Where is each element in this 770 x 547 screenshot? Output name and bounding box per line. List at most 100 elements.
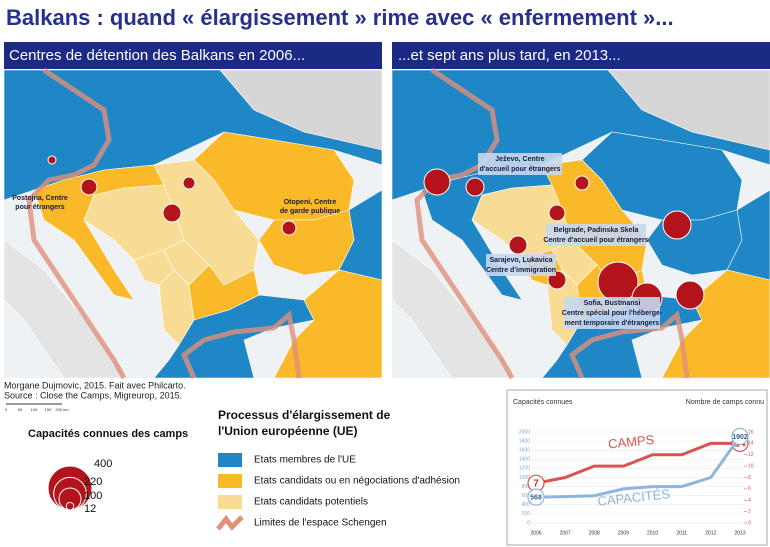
x-tick-label: 2012 bbox=[705, 530, 716, 536]
schengen-border bbox=[26, 67, 127, 380]
y-tick-label: 800 bbox=[522, 484, 531, 490]
y2-tick-label: 2 bbox=[748, 509, 751, 515]
data-label: 7 bbox=[533, 478, 539, 489]
chart: Capacités connues Nombre de camps connu02… bbox=[513, 399, 764, 536]
camp-circle bbox=[423, 168, 451, 196]
label-box bbox=[486, 254, 556, 276]
map-label: Ježevo, Centre bbox=[495, 156, 545, 163]
camp-circle bbox=[548, 204, 566, 222]
map-label: Centre d'accueil pour étrangers bbox=[543, 237, 648, 244]
size-label: 400 bbox=[94, 458, 112, 470]
camp-circle bbox=[574, 175, 590, 191]
panel-header bbox=[4, 42, 382, 69]
country bbox=[273, 269, 383, 379]
value-badge bbox=[527, 488, 545, 506]
camp-circle bbox=[162, 203, 182, 223]
y-tick-label: 200 bbox=[522, 511, 531, 517]
legend-swatch bbox=[218, 453, 242, 467]
x-tick-label: 2011 bbox=[676, 530, 687, 536]
size-label: 100 bbox=[84, 490, 102, 502]
map-label: pour étrangers bbox=[15, 204, 65, 211]
country bbox=[551, 239, 598, 286]
y2-tick-label: 12 bbox=[748, 452, 754, 458]
size-circle bbox=[65, 501, 75, 511]
y-tick-label: 1800 bbox=[519, 438, 530, 444]
legend-swatch bbox=[218, 495, 242, 509]
size-label: 12 bbox=[84, 503, 96, 515]
legend-title: Processus d'élargissement de bbox=[218, 408, 391, 422]
scale-label: 50 bbox=[18, 407, 23, 412]
size-label: 220 bbox=[84, 476, 102, 488]
y2-tick-label: 14 bbox=[748, 441, 754, 447]
map-label: Sarajevo, Lukavica bbox=[489, 257, 552, 264]
map-label: Centre d'immigration bbox=[486, 267, 556, 274]
series-name: CAMPS bbox=[607, 432, 655, 452]
x-tick-label: 2006 bbox=[530, 530, 541, 536]
country bbox=[661, 269, 770, 379]
series-line bbox=[535, 435, 742, 499]
legend-swatch bbox=[216, 514, 244, 531]
camp-circle bbox=[508, 235, 528, 255]
map-label: Centre spécial pour l'héberge- bbox=[562, 310, 663, 317]
y-tick-label: 400 bbox=[522, 502, 531, 508]
map-label: de garde publique bbox=[280, 208, 340, 215]
map-labels: Postojna, Centre pour étrangers Otopeni,… bbox=[12, 153, 663, 329]
map-label: Otopeni, Centre bbox=[284, 199, 337, 206]
value-badge bbox=[731, 427, 749, 446]
chart-frame bbox=[506, 389, 768, 546]
camp-circle bbox=[182, 176, 196, 190]
map-label: Sofia, Bustmansi bbox=[584, 300, 641, 307]
y-tick-label: 1600 bbox=[519, 448, 530, 454]
camp-circle bbox=[47, 155, 57, 165]
legend-swatch bbox=[218, 474, 242, 488]
scale-label: 0 bbox=[5, 407, 8, 412]
country bbox=[163, 239, 210, 286]
x-tick-label: 2010 bbox=[647, 530, 658, 536]
legend-title: l'Union européenne (UE) bbox=[218, 424, 358, 438]
y2-tick-label: 4 bbox=[748, 498, 751, 504]
legend-label: Etats candidats ou en négociations d'adh… bbox=[254, 476, 460, 487]
map-2006 bbox=[3, 67, 383, 380]
panel-heading: ...et sept ans plus tard, en 2013... bbox=[398, 47, 621, 64]
y-tick-label: 1400 bbox=[519, 457, 530, 463]
map-label: ment temporaire d'étrangers bbox=[565, 320, 660, 327]
map-label: Belgrade, Padinska Skela bbox=[554, 227, 639, 234]
series-line bbox=[535, 441, 740, 485]
x-tick-label: 2009 bbox=[618, 530, 629, 536]
x-tick-label: 2013 bbox=[734, 530, 745, 536]
camp-circle bbox=[281, 220, 297, 236]
legend-label: Etats candidats potentiels bbox=[254, 497, 368, 508]
y-tick-label: 600 bbox=[522, 493, 531, 499]
y2-tick-label: 10 bbox=[748, 463, 754, 469]
camp-circle bbox=[662, 210, 692, 240]
y-tick-label: 1000 bbox=[519, 475, 530, 481]
schengen-border bbox=[180, 310, 302, 379]
data-label: 568 bbox=[530, 494, 542, 501]
axis-label: Capacités connues bbox=[513, 399, 573, 406]
y2-tick-label: 6 bbox=[748, 486, 751, 492]
camp-circle bbox=[675, 280, 705, 310]
camp-circle bbox=[80, 178, 98, 196]
map-label: d'accueil pour étrangers bbox=[479, 166, 560, 173]
camp-circle bbox=[465, 177, 485, 197]
y2-tick-label: 8 bbox=[748, 475, 751, 481]
panel-header bbox=[392, 42, 770, 69]
y2-tick-label: 0 bbox=[748, 520, 751, 526]
title: Balkans : quand « élargissement » rime a… bbox=[6, 5, 674, 30]
scale-label: 200 km bbox=[55, 407, 69, 412]
y-tick-label: 2000 bbox=[519, 429, 530, 435]
label-box bbox=[564, 297, 660, 329]
label-box bbox=[546, 224, 646, 246]
legend-title: Capacités connues des camps bbox=[28, 428, 188, 440]
x-tick-label: 2007 bbox=[560, 530, 571, 536]
y-tick-label: 0 bbox=[527, 520, 530, 526]
panel-heading: Centres de détention des Balkans en 2006… bbox=[9, 47, 305, 64]
x-tick-label: 2008 bbox=[589, 530, 600, 536]
scale-bar: 0 50 100 150 200 km bbox=[5, 403, 69, 412]
axis-label: Nombre de camps connu bbox=[686, 399, 764, 406]
legend-label: Etats membres de l'UE bbox=[254, 455, 356, 466]
scale-label: 150 bbox=[45, 407, 52, 412]
schengen-border bbox=[568, 310, 690, 379]
